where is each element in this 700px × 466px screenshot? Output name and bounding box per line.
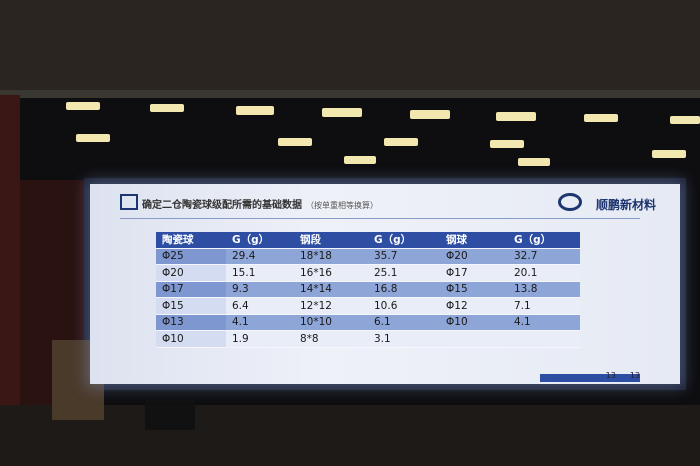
light: [652, 150, 686, 158]
light: [384, 138, 418, 146]
page-number: 13: [605, 371, 616, 380]
table-cell: 15.1: [226, 264, 294, 282]
table-cell: 7.1: [508, 297, 580, 315]
light: [584, 114, 618, 122]
table-cell: 29.4: [226, 248, 294, 265]
light: [344, 156, 376, 164]
subtitle: （按单重相等换算）: [306, 201, 378, 210]
table-cell: Φ20: [156, 264, 226, 282]
title-icon: [120, 194, 138, 210]
table-cell: 14*14: [294, 281, 368, 298]
table-cell: 8*8: [294, 330, 368, 348]
table-cell: Φ13: [156, 314, 226, 331]
title-rule: [120, 218, 640, 219]
table-cell: 10.6: [368, 297, 440, 315]
truss: [0, 90, 700, 98]
light: [518, 158, 550, 166]
table-cell: 13.8: [508, 281, 580, 298]
table-row: Φ25 29.4 18*18 35.7 Φ20 32.7: [156, 248, 580, 265]
table-cell: Φ10: [156, 330, 226, 348]
table-cell: 6.4: [226, 297, 294, 315]
table-cell: Φ15: [440, 281, 508, 298]
light: [66, 102, 100, 110]
table-cell: Φ17: [156, 281, 226, 298]
header-cell: 钢段: [294, 232, 368, 249]
table-cell: 25.1: [368, 264, 440, 282]
light: [278, 138, 312, 146]
slide-title: 确定二仓陶瓷球级配所需的基础数据 （按单重相等换算）: [142, 196, 378, 211]
table-cell: 20.1: [508, 264, 580, 282]
logo-icon: [558, 193, 582, 211]
table-cell: 10*10: [294, 314, 368, 331]
light: [410, 110, 450, 119]
header-row: 陶瓷球 G（g） 钢段 G（g） 钢球 G（g）: [156, 232, 580, 249]
table-cell: 16*16: [294, 264, 368, 282]
table-cell: Φ25: [156, 248, 226, 265]
table-cell: Φ10: [440, 314, 508, 331]
header-cell: G（g）: [226, 232, 294, 249]
light: [490, 140, 524, 148]
table-cell: 35.7: [368, 248, 440, 265]
speaker: [145, 400, 195, 430]
table-cell: 16.8: [368, 281, 440, 298]
table-cell: Φ15: [156, 297, 226, 315]
table-cell: 6.1: [368, 314, 440, 331]
stage-lights: [66, 102, 700, 166]
table-row: Φ10 1.9 8*8 3.1: [156, 330, 580, 348]
table-cell: 9.3: [226, 281, 294, 298]
page-number: 13: [629, 371, 640, 380]
light: [496, 112, 536, 121]
logo-text: 顺鹏新材料: [595, 198, 656, 212]
footer-bar: [540, 374, 640, 382]
table-cell: 4.1: [226, 314, 294, 331]
table-cell: Φ17: [440, 264, 508, 282]
table-row: Φ13 4.1 10*10 6.1 Φ10 4.1: [156, 314, 580, 331]
page-numbers: 13 13: [592, 371, 640, 380]
table-row: Φ17 9.3 14*14 16.8 Φ15 13.8: [156, 281, 580, 298]
table-cell: 12*12: [294, 297, 368, 315]
table-row: Φ20 15.1 16*16 25.1 Φ17 20.1: [156, 264, 580, 282]
table-cell: 32.7: [508, 248, 580, 265]
table-cell: 18*18: [294, 248, 368, 265]
light: [322, 108, 362, 117]
header-cell: G（g）: [368, 232, 440, 249]
curtain-left: [0, 95, 20, 435]
ceiling: [0, 0, 700, 95]
table-cell: Φ12: [440, 297, 508, 315]
title-text: 确定二仓陶瓷球级配所需的基础数据: [142, 200, 302, 211]
header-cell: 陶瓷球: [156, 232, 226, 249]
stage-floor: [0, 405, 700, 466]
slide: 确定二仓陶瓷球级配所需的基础数据 （按单重相等换算） 顺鹏新材料 陶瓷球 G（g）钢…: [90, 184, 680, 384]
light: [236, 106, 274, 115]
table-cell: [440, 330, 508, 348]
table-cell: 4.1: [508, 314, 580, 331]
light: [670, 116, 700, 124]
light: [76, 134, 110, 142]
table-cell: 3.1: [368, 330, 440, 348]
table-cell: 1.9: [226, 330, 294, 348]
table-row: Φ15 6.4 12*12 10.6 Φ12 7.1: [156, 297, 580, 315]
table-cell: [508, 330, 580, 348]
data-table: 陶瓷球 G（g） 钢段 G（g） 钢球 G（g） Φ25 29.4 18*18 35.7 Φ20 32…: [156, 232, 580, 348]
header-cell: G（g）: [508, 232, 580, 249]
light: [150, 104, 184, 112]
table-cell: Φ20: [440, 248, 508, 265]
header-cell: 钢球: [440, 232, 508, 249]
